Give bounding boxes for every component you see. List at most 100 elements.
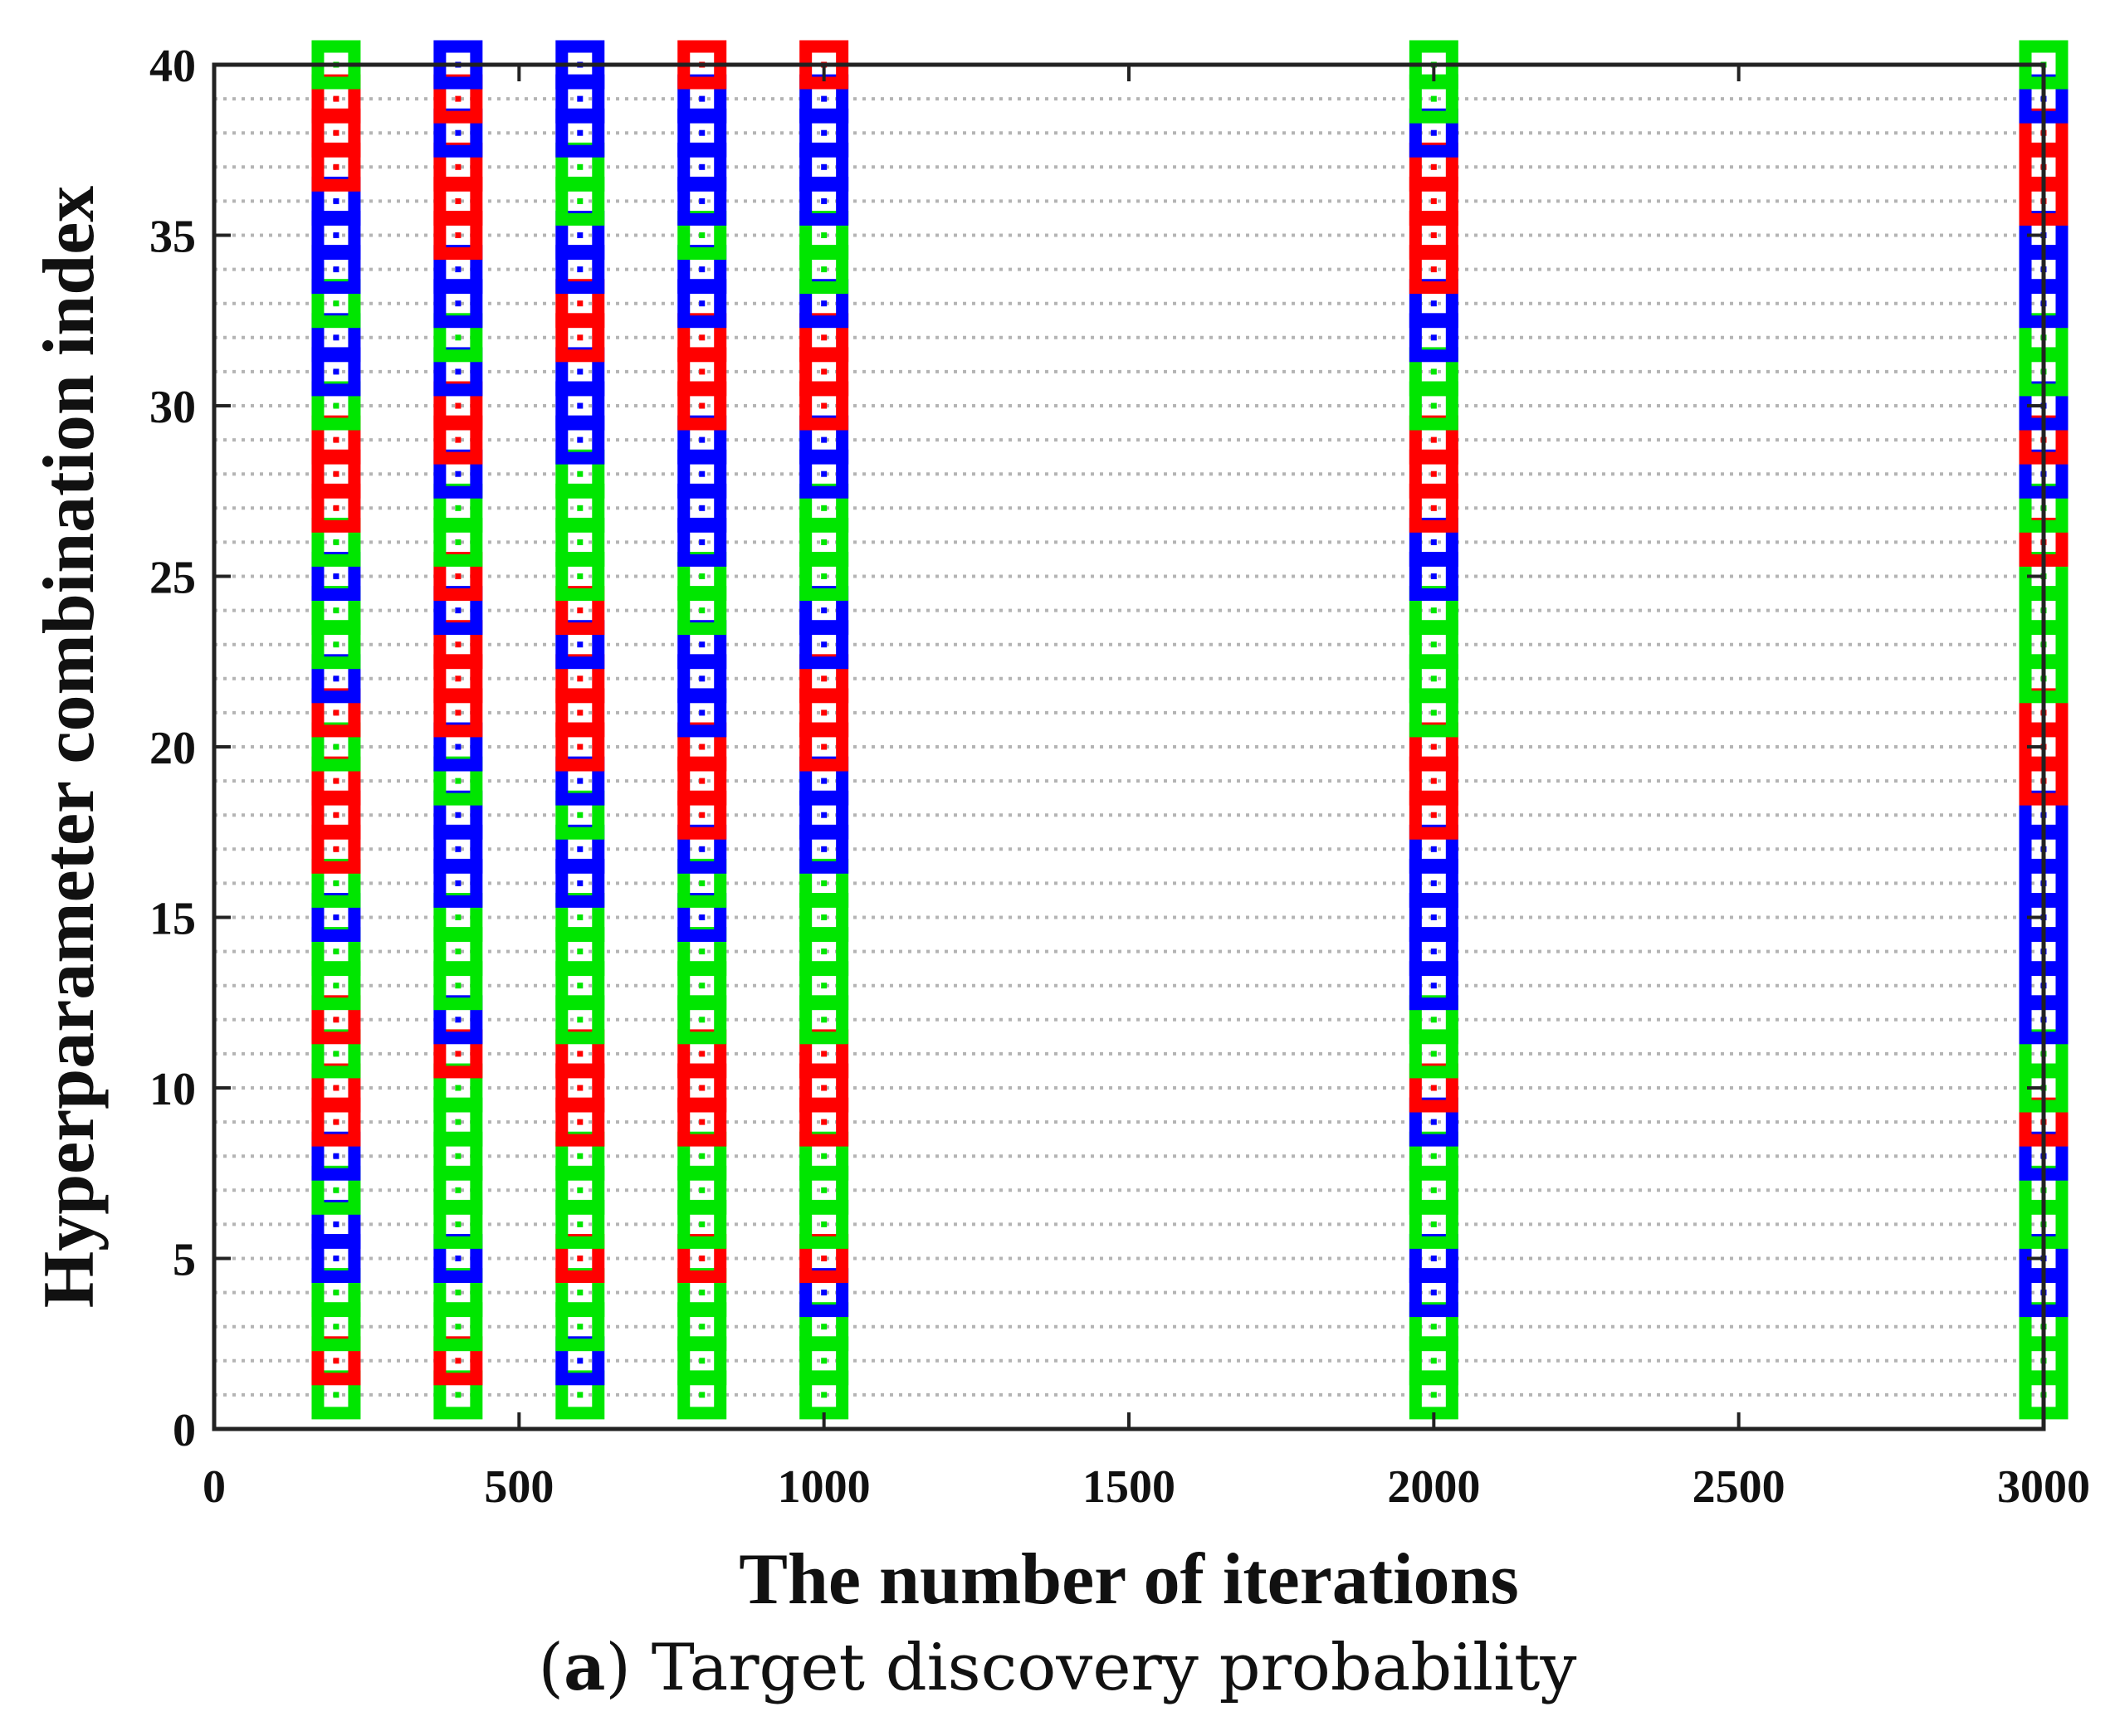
data-point-center [1430, 1187, 1437, 1193]
data-point-center [455, 232, 462, 238]
data-point-center [455, 1392, 462, 1398]
data-point-center [699, 471, 706, 477]
data-point-center [821, 1392, 828, 1398]
data-point-center [455, 300, 462, 307]
data-point-center [333, 539, 339, 545]
data-point-center [577, 300, 584, 307]
data-point-center [1430, 846, 1437, 852]
data-point-center [577, 197, 584, 204]
data-point-center [333, 948, 339, 955]
data-point-center [577, 710, 584, 716]
data-point-center [455, 573, 462, 579]
data-point-center [333, 402, 339, 409]
data-point-center [455, 505, 462, 511]
data-point-center [333, 607, 339, 614]
data-point-center [577, 232, 584, 238]
data-point-center [699, 1358, 706, 1364]
data-point-center [577, 1256, 584, 1261]
data-point-center [455, 744, 462, 750]
data-point-center [1430, 95, 1437, 102]
data-point-center [577, 1119, 584, 1125]
y-tick-label: 30 [149, 382, 196, 433]
data-point-center [821, 129, 828, 136]
data-point-center [699, 505, 706, 511]
data-point-center [699, 1051, 706, 1057]
y-tick-label: 40 [149, 41, 196, 92]
data-point-center [821, 266, 828, 273]
data-point-center [455, 675, 462, 682]
data-point-center [821, 880, 828, 886]
data-point-center [333, 983, 339, 989]
data-point-center [1430, 1290, 1437, 1296]
data-points [311, 40, 2069, 1420]
data-point-center [577, 505, 584, 511]
data-point-center [455, 880, 462, 886]
data-point-center [577, 368, 584, 375]
x-tick-label: 3000 [1997, 1461, 2090, 1513]
data-point-center [821, 607, 828, 614]
data-point-center [1430, 368, 1437, 375]
data-point-center [455, 948, 462, 955]
data-point-center [577, 1187, 584, 1193]
data-point-center [455, 471, 462, 477]
data-point-center [699, 95, 706, 102]
data-point-center [577, 573, 584, 579]
data-point-center [455, 436, 462, 443]
data-point-center [577, 539, 584, 545]
data-point-center [699, 948, 706, 955]
data-point-center [577, 607, 584, 614]
data-point-center [821, 1256, 828, 1261]
y-tick-labels: 0 5 10 15 20 25 30 35 40 [149, 41, 196, 1456]
data-point-center [577, 812, 584, 818]
data-point-center [577, 334, 584, 341]
data-point-center [821, 573, 828, 579]
y-axis-title: Hyperparameter combination index [29, 186, 110, 1308]
data-point-center [577, 948, 584, 955]
data-point-center [577, 436, 584, 443]
y-tick-label: 35 [149, 212, 196, 263]
y-tick-label: 15 [149, 894, 196, 945]
data-point-center [699, 334, 706, 341]
data-point-center [455, 334, 462, 341]
data-point-center [333, 129, 339, 136]
data-point-center [333, 1017, 339, 1023]
data-point-center [577, 163, 584, 170]
data-point-center [821, 914, 828, 920]
data-point-center [699, 197, 706, 204]
data-point-center [1430, 675, 1437, 682]
data-point-center [1430, 163, 1437, 170]
x-tick-label: 1000 [778, 1461, 871, 1513]
data-point-center [455, 1221, 462, 1227]
data-point-center [1430, 880, 1437, 886]
data-point-center [455, 539, 462, 545]
data-point-center [455, 1324, 462, 1330]
data-point-center [333, 641, 339, 648]
figure-caption: (a) Target discovery probability [538, 1630, 1577, 1705]
data-point-center [699, 436, 706, 443]
data-point-center [1430, 129, 1437, 136]
data-point-center [455, 914, 462, 920]
data-point-center [699, 1017, 706, 1023]
data-point-center [1430, 914, 1437, 920]
data-point-center [699, 300, 706, 307]
data-point-center [333, 846, 339, 852]
data-point-center [821, 1324, 828, 1330]
data-point-center [821, 1290, 828, 1296]
data-point-center [1430, 983, 1437, 989]
data-point-center [1430, 812, 1437, 818]
data-point-center [455, 1358, 462, 1364]
data-point-center [1430, 402, 1437, 409]
data-point-center [455, 95, 462, 102]
x-tick-label: 1500 [1082, 1461, 1175, 1513]
data-point-center [333, 880, 339, 886]
data-point-center [699, 1153, 706, 1159]
data-point-center [1430, 300, 1437, 307]
data-point-center [1430, 1119, 1437, 1125]
data-point-center [699, 539, 706, 545]
data-point-center [455, 368, 462, 375]
data-point-center [577, 846, 584, 852]
data-point-center [821, 846, 828, 852]
data-point-center [821, 812, 828, 818]
data-point-center [577, 675, 584, 682]
data-point-center [577, 402, 584, 409]
